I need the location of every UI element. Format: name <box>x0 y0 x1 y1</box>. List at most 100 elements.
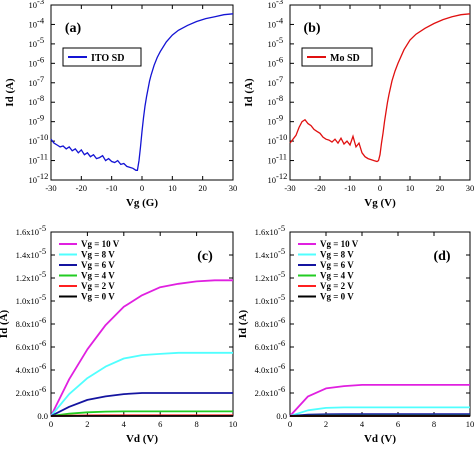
y-tick-label: 6.0x10 <box>255 342 278 352</box>
y-tick-exponent: -8 <box>276 93 283 103</box>
y-tick-exponent: -6 <box>278 338 285 348</box>
y-tick-label: 1.0x10 <box>16 296 39 306</box>
y-tick-label: 10 <box>29 136 38 146</box>
y-tick-exponent: -5 <box>39 269 46 279</box>
y-axis-label: Id (A) <box>4 78 16 107</box>
y-tick-label: 10 <box>268 19 277 29</box>
x-tick-label: 6 <box>158 419 162 429</box>
legend-label: Vg = 6 V <box>320 260 354 270</box>
y-tick-exponent: -5 <box>39 246 46 256</box>
y-tick-label: 10 <box>29 156 38 166</box>
y-tick-label: 10 <box>29 117 38 127</box>
panel-tag: (c) <box>197 249 213 264</box>
x-tick-label: -30 <box>45 183 56 193</box>
y-tick-exponent: -5 <box>278 223 285 233</box>
legend-label: Vg = 4 V <box>81 271 115 281</box>
y-tick-exponent: -6 <box>39 384 46 394</box>
y-tick-exponent: -12 <box>276 171 287 181</box>
y-tick-label: 1.2x10 <box>255 273 278 283</box>
x-tick-label: -20 <box>314 183 325 193</box>
y-tick-label: 10 <box>268 117 277 127</box>
y-tick-label: 8.0x10 <box>16 319 39 329</box>
x-tick-label: -20 <box>76 183 87 193</box>
y-tick-exponent: -9 <box>37 113 44 123</box>
legend-label: Mo SD <box>330 53 360 64</box>
y-tick-label: 1.2x10 <box>16 273 39 283</box>
y-tick-label: 1.4x10 <box>255 250 278 260</box>
panel-a: 10-310-410-510-610-710-810-910-1010-1110… <box>4 0 237 209</box>
series-line <box>51 353 233 416</box>
legend-label: Vg = 6 V <box>81 260 115 270</box>
x-tick-label: -10 <box>106 183 117 193</box>
y-tick-label: 1.0x10 <box>255 296 278 306</box>
legend-label: Vg = 2 V <box>81 281 115 291</box>
x-axis-label: Vd (V) <box>364 433 396 445</box>
y-tick-label: 0.0 <box>276 411 287 421</box>
x-tick-label: 0 <box>378 183 382 193</box>
y-tick-label: 0.0 <box>37 411 48 421</box>
x-tick-label: 0 <box>288 419 292 429</box>
legend-label: Vg = 10 V <box>81 239 120 249</box>
x-tick-label: 2 <box>324 419 328 429</box>
x-tick-label: -30 <box>284 183 295 193</box>
y-tick-label: 10 <box>268 78 277 88</box>
y-tick-exponent: -9 <box>276 113 283 123</box>
y-tick-label: 10 <box>29 19 38 29</box>
y-tick-label: 10 <box>268 58 277 68</box>
legend-label: Vg = 8 V <box>320 250 354 260</box>
series-line <box>51 14 233 171</box>
y-tick-exponent: -5 <box>39 292 46 302</box>
panel-tag: (d) <box>433 249 450 264</box>
y-tick-label: 6.0x10 <box>16 342 39 352</box>
x-tick-label: 2 <box>85 419 89 429</box>
y-tick-exponent: -6 <box>39 315 46 325</box>
x-tick-label: 8 <box>432 419 436 429</box>
legend-label: ITO SD <box>91 53 124 64</box>
y-tick-exponent: -5 <box>37 35 44 45</box>
x-axis-label: Vd (V) <box>126 433 158 445</box>
x-tick-label: 30 <box>466 183 474 193</box>
x-tick-label: 10 <box>406 183 415 193</box>
x-tick-label: 6 <box>396 419 400 429</box>
y-tick-label: 4.0x10 <box>16 365 39 375</box>
y-tick-label: 10 <box>29 78 38 88</box>
y-tick-exponent: -11 <box>37 152 48 162</box>
y-tick-label: 2.0x10 <box>16 388 39 398</box>
y-tick-exponent: -5 <box>278 292 285 302</box>
y-tick-label: 1.4x10 <box>16 250 39 260</box>
x-tick-label: 8 <box>194 419 198 429</box>
y-tick-label: 1.6x10 <box>16 227 39 237</box>
x-tick-label: -10 <box>344 183 355 193</box>
y-axis-label: Id (A) <box>243 78 255 107</box>
y-tick-exponent: -6 <box>39 361 46 371</box>
x-tick-label: 20 <box>198 183 207 193</box>
x-tick-label: 10 <box>168 183 177 193</box>
y-tick-exponent: -5 <box>276 35 283 45</box>
legend-label: Vg = 2 V <box>320 281 354 291</box>
y-tick-exponent: -6 <box>276 54 283 64</box>
y-tick-label: 10 <box>268 0 277 10</box>
x-tick-label: 10 <box>229 419 238 429</box>
legend-label: Vg = 0 V <box>320 292 354 302</box>
panel-tag: (b) <box>303 21 320 36</box>
x-tick-label: 30 <box>229 183 238 193</box>
x-tick-label: 20 <box>436 183 445 193</box>
legend-label: Vg = 8 V <box>81 250 115 260</box>
y-tick-exponent: -10 <box>276 132 287 142</box>
y-tick-label: 10 <box>29 97 38 107</box>
y-tick-exponent: -3 <box>276 0 283 6</box>
y-tick-exponent: -6 <box>278 361 285 371</box>
y-tick-label: 10 <box>268 97 277 107</box>
y-tick-exponent: -12 <box>37 171 48 181</box>
y-axis-label: Id (A) <box>237 309 249 338</box>
y-tick-exponent: -10 <box>37 132 48 142</box>
y-tick-label: 10 <box>29 175 38 185</box>
y-tick-exponent: -5 <box>278 269 285 279</box>
y-tick-exponent: -6 <box>37 54 44 64</box>
y-tick-exponent: -8 <box>37 93 44 103</box>
y-tick-exponent: -4 <box>276 15 284 25</box>
series-line <box>51 280 233 416</box>
legend-label: Vg = 0 V <box>81 292 115 302</box>
y-tick-exponent: -3 <box>37 0 44 6</box>
